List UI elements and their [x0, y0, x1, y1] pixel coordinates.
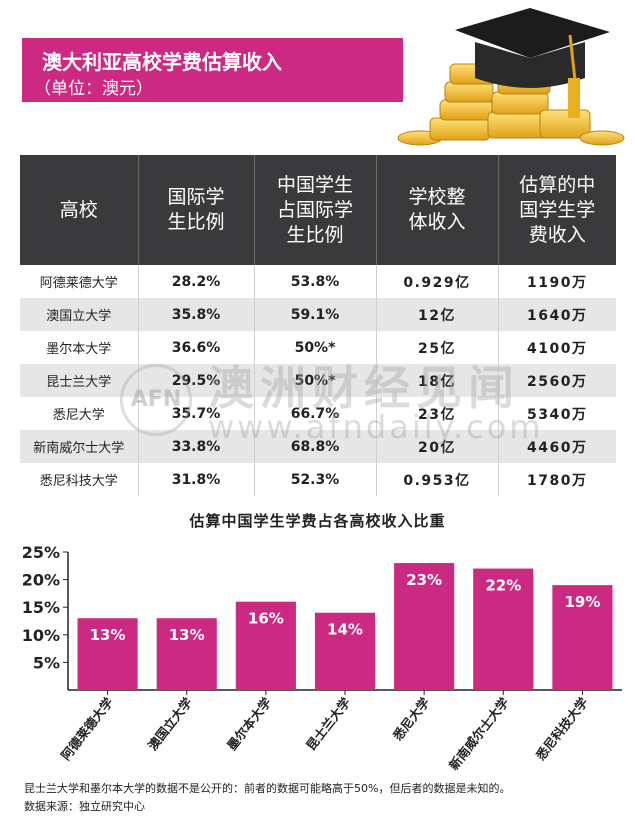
cell-intl-ratio: 31.8%: [138, 463, 255, 496]
footnote-source: 数据来源：独立研究中心: [24, 800, 145, 813]
page-title: 澳大利亚高校学费估算收入: [42, 50, 282, 74]
table-header-row: 高校 国际学 生比例 中国学生 占国际学 生比例 学校整 体收入 估算的中 国学生学 费收入: [20, 155, 616, 265]
fee-share-bar-chart: 5% 10% 15% 20% 25% 13% 阿德莱德大学 13% 澳国立大学 16% 墨尔本大学 1…: [22, 543, 622, 773]
y-tick-label: 25%: [22, 543, 60, 562]
cell-total-income: 0.929亿: [376, 265, 499, 298]
cell-china-ratio: 53.8%: [254, 265, 377, 298]
page-subtitle: （单位：澳元）: [34, 79, 153, 99]
bar: [156, 618, 217, 690]
cell-china-ratio: 59.1%: [254, 298, 377, 331]
cell-intl-ratio: 29.5%: [138, 364, 255, 397]
table-row: 新南威尔士大学 33.8% 68.8% 20亿 4460万: [20, 430, 616, 463]
bar: [394, 563, 455, 690]
cell-china-fee-income: 1780万: [498, 463, 616, 496]
cell-university: 悉尼大学: [20, 397, 139, 430]
col-header-china-fee-income: 估算的中 国学生学 费收入: [498, 155, 616, 265]
bar-value-label: 19%: [564, 593, 600, 611]
col-header-total-income: 学校整 体收入: [376, 155, 499, 265]
cell-intl-ratio: 33.8%: [138, 430, 255, 463]
bar: [77, 618, 138, 690]
title-banner: 澳大利亚高校学费估算收入 （单位：澳元）: [22, 38, 403, 102]
bar: [473, 568, 534, 690]
x-tick-label: 悉尼科技大学: [532, 694, 591, 764]
cell-total-income: 18亿: [376, 364, 499, 397]
bar-value-label: 22%: [485, 577, 521, 595]
y-tick-label: 10%: [22, 626, 60, 645]
x-tick-label: 新南威尔士大学: [446, 694, 512, 773]
y-tick-label: 20%: [22, 571, 60, 590]
cell-total-income: 0.953亿: [376, 463, 499, 496]
col-header-china-ratio: 中国学生 占国际学 生比例: [254, 155, 377, 265]
cell-intl-ratio: 35.7%: [138, 397, 255, 430]
cell-university: 昆士兰大学: [20, 364, 139, 397]
table-row: 澳国立大学 35.8% 59.1% 12亿 1640万: [20, 298, 616, 331]
graduation-cap-coins-icon: [397, 8, 625, 146]
cell-china-fee-income: 2560万: [498, 364, 616, 397]
cell-china-ratio: 50%*: [254, 364, 377, 397]
col-header-intl-ratio: 国际学 生比例: [138, 155, 255, 265]
cell-intl-ratio: 35.8%: [138, 298, 255, 331]
cell-china-ratio: 68.8%: [254, 430, 377, 463]
x-tick-label: 悉尼大学: [389, 694, 433, 744]
x-tick-label: 墨尔本大学: [224, 694, 275, 753]
cell-total-income: 25亿: [376, 331, 499, 364]
bar-value-label: 13%: [169, 626, 205, 644]
bar-value-label: 14%: [327, 621, 363, 639]
y-tick-label: 15%: [22, 598, 60, 617]
cell-intl-ratio: 28.2%: [138, 265, 255, 298]
table-row: 墨尔本大学 36.6% 50%* 25亿 4100万: [20, 331, 616, 364]
table-row: 悉尼科技大学 31.8% 52.3% 0.953亿 1780万: [20, 463, 616, 496]
bar-value-label: 16%: [248, 610, 284, 628]
cell-china-ratio: 52.3%: [254, 463, 377, 496]
university-income-table: 高校 国际学 生比例 中国学生 占国际学 生比例 学校整 体收入 估算的中 国学生学 费收入…: [20, 155, 616, 496]
x-tick-label: 昆士兰大学: [303, 694, 354, 753]
cell-university: 澳国立大学: [20, 298, 139, 331]
table-row: 悉尼大学 35.7% 66.7% 23亿 5340万: [20, 397, 616, 430]
bar: [552, 585, 613, 690]
cell-total-income: 23亿: [376, 397, 499, 430]
cell-intl-ratio: 36.6%: [138, 331, 255, 364]
footnote-data-caveat: 昆士兰大学和墨尔本大学的数据不是公开的：前者的数据可能略高于50%，但后者的数据…: [24, 782, 511, 795]
cell-china-ratio: 66.7%: [254, 397, 377, 430]
x-tick-label: 澳国立大学: [145, 694, 196, 753]
x-tick-label: 阿德莱德大学: [58, 694, 116, 763]
bar: [314, 612, 376, 690]
cell-university: 悉尼科技大学: [20, 463, 139, 496]
chart-title: 估算中国学生学费占各高校收入比重: [189, 512, 446, 530]
cell-total-income: 12亿: [376, 298, 499, 331]
cell-china-fee-income: 1640万: [498, 298, 616, 331]
cell-university: 新南威尔士大学: [20, 430, 139, 463]
y-tick-label: 5%: [33, 653, 60, 672]
cell-university: 墨尔本大学: [20, 331, 139, 364]
cell-china-ratio: 50%*: [254, 331, 377, 364]
table-row: 昆士兰大学 29.5% 50%* 18亿 2560万: [20, 364, 616, 397]
cell-university: 阿德莱德大学: [20, 265, 139, 298]
cell-china-fee-income: 4100万: [498, 331, 616, 364]
table-row: 阿德莱德大学 28.2% 53.8% 0.929亿 1190万: [20, 265, 616, 298]
bar-value-label: 13%: [90, 626, 126, 644]
footnotes: 昆士兰大学和墨尔本大学的数据不是公开的：前者的数据可能略高于50%，但后者的数据…: [24, 780, 510, 816]
col-header-university: 高校: [20, 155, 139, 265]
bar: [235, 601, 296, 690]
cell-china-fee-income: 5340万: [498, 397, 616, 430]
cell-china-fee-income: 1190万: [498, 265, 616, 298]
cell-total-income: 20亿: [376, 430, 499, 463]
cell-china-fee-income: 4460万: [498, 430, 616, 463]
bar-value-label: 23%: [406, 571, 442, 589]
